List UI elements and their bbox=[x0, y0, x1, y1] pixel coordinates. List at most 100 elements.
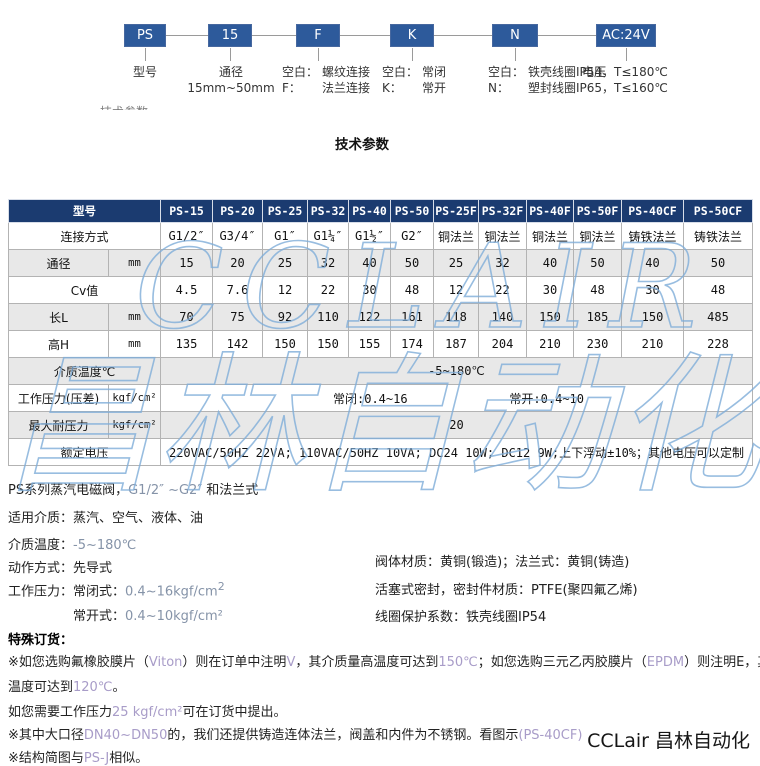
table-cell: 92 bbox=[262, 303, 308, 331]
table-cell: 常闭:0.4~16 常开:0.4~10 bbox=[160, 384, 753, 412]
spec-line: 线圈保护系数：铁壳线圈IP54 bbox=[375, 606, 546, 625]
table-cell: 长L bbox=[8, 303, 109, 331]
header-row: 型号 PS-15 PS-20 PS-25 PS-32 PS-40 PS-50 PS-25F PS… bbox=[8, 199, 753, 223]
legend-key: 空白： bbox=[282, 65, 319, 79]
table-cell: 50 bbox=[683, 249, 753, 277]
text-segment: PS-J bbox=[83, 751, 110, 766]
spec-line: 活塞式密封，密封件材质：PTFE(聚四氟乙烯) bbox=[375, 579, 638, 598]
table-cell: 连接方式 bbox=[8, 222, 161, 250]
legend-coil: 空白： 铁壳线圈IP54，T≤180℃ N： 塑封线圈IP65，T≤160℃ bbox=[488, 64, 668, 96]
header-cell: 型号 bbox=[8, 199, 161, 223]
text-segment: 可在订货中提出。 bbox=[182, 705, 287, 720]
table-cell: 210 bbox=[621, 330, 684, 358]
pressure-nc-value: 常闭:0.4~16 bbox=[333, 391, 408, 406]
code-box-size-label: 15 bbox=[221, 28, 239, 43]
table-row: 最大耐压力 kgf/cm² 20 bbox=[8, 411, 753, 439]
model-code-diagram: PS 15 F K N AC:24V 型号 通径 15mm~50mm 空白： 螺纹… bbox=[0, 0, 760, 160]
table-cell: 75 bbox=[212, 303, 263, 331]
text-segment: PS系列蒸汽电磁阀， bbox=[8, 483, 129, 498]
table-cell: 7.6 bbox=[212, 276, 263, 304]
table-cell: 485 bbox=[683, 303, 753, 331]
header-cell: PS-25 bbox=[262, 199, 308, 223]
legend-size: 通径 15mm~50mm bbox=[186, 64, 276, 96]
table-cell: 铸铁法兰 bbox=[621, 222, 684, 250]
text-segment: 0.4~16kgf/cm bbox=[125, 584, 218, 600]
legend-value: 常闭 bbox=[422, 65, 447, 79]
header-cell: PS-32 bbox=[307, 199, 349, 223]
connector-tick bbox=[412, 48, 413, 61]
text-segment: ，其介质量高温度可达到 bbox=[295, 655, 439, 670]
table-cell: 110 bbox=[307, 303, 349, 331]
code-box-coil-label: N bbox=[510, 28, 520, 43]
table-cell: 174 bbox=[390, 330, 434, 358]
spec-table-body: 连接方式 G1/2″ G3/4″ G1″ G1¼″ G1½″ G2″ 铜法兰 铜法兰 铜法兰 铜法兰… bbox=[8, 222, 753, 466]
connector-line bbox=[166, 35, 208, 36]
text-segment: 介质温度： bbox=[8, 538, 74, 553]
legend-model: 型号 bbox=[132, 65, 157, 79]
spec-line: 介质温度：-5~180℃ bbox=[8, 534, 136, 553]
text-segment: 相似。 bbox=[109, 751, 149, 766]
table-cell: mm bbox=[108, 249, 161, 277]
text-segment: 阀体材质：黄铜(锻造)；法兰式：黄铜(铸造) bbox=[375, 555, 630, 570]
table-cell: 50 bbox=[390, 249, 434, 277]
table-cell: 20 bbox=[212, 249, 263, 277]
code-box-coil: N bbox=[492, 24, 538, 47]
table-cell: 12 bbox=[262, 276, 308, 304]
spec-line: 适用介质：蒸汽、空气、液体、油 bbox=[8, 507, 203, 526]
text-segment: 和法兰式 bbox=[202, 483, 259, 498]
legend-key: N： bbox=[488, 81, 509, 95]
table-row: 连接方式 G1/2″ G3/4″ G1″ G1¼″ G1½″ G2″ 铜法兰 铜法兰 铜法兰 铜法兰… bbox=[8, 222, 753, 250]
connector-line bbox=[252, 35, 296, 36]
legend-value: 铁壳线圈IP54，T≤180℃ bbox=[528, 65, 668, 79]
table-cell: 30 bbox=[526, 276, 574, 304]
text-segment: ※结构简图与 bbox=[8, 751, 84, 766]
legend-connection: 空白： 螺纹连接 F： 法兰连接 bbox=[282, 64, 370, 96]
code-box-connection: F bbox=[296, 24, 340, 47]
spec-line: 动作方式：先导式 bbox=[8, 557, 112, 576]
table-cell: 155 bbox=[348, 330, 391, 358]
table-cell: 32 bbox=[478, 249, 527, 277]
table-row: 工作压力(压差) kgf/cm² 常闭:0.4~16 常开:0.4~10 bbox=[8, 384, 753, 412]
table-cell: 30 bbox=[348, 276, 391, 304]
header-cell: PS-15 bbox=[160, 199, 213, 223]
table-row: 高H mm 135 142 150 150 155 174 187 204 210 230 210 228 bbox=[8, 330, 753, 358]
header-cell: PS-50F bbox=[573, 199, 622, 223]
connector-tick bbox=[318, 48, 319, 61]
table-cell: mm bbox=[108, 330, 161, 358]
connector-tick bbox=[230, 48, 231, 61]
legend-value: 常开 bbox=[422, 81, 447, 95]
table-cell: 150 bbox=[621, 303, 684, 331]
table-cell: 122 bbox=[348, 303, 391, 331]
table-cell: 48 bbox=[683, 276, 753, 304]
text-segment: ※其中大口径 bbox=[8, 728, 84, 743]
table-cell: 额定电压 bbox=[8, 438, 161, 466]
table-cell: 228 bbox=[683, 330, 753, 358]
table-cell: 通径 bbox=[8, 249, 109, 277]
table-cell: 12 bbox=[433, 276, 479, 304]
table-cell: 230 bbox=[573, 330, 622, 358]
table-cell: 高H bbox=[8, 330, 109, 358]
table-cell: 142 bbox=[212, 330, 263, 358]
cropped-text-artifact: 技术参数 bbox=[100, 103, 210, 110]
connector-tick bbox=[145, 48, 146, 61]
header-cell: PS-50CF bbox=[683, 199, 753, 223]
text-segment: 的，我们还提供铸造连体法兰，阀盖和内件为不锈钢。看图示 bbox=[167, 728, 519, 743]
table-cell: 介质温度℃ bbox=[8, 357, 161, 385]
table-cell: 25 bbox=[262, 249, 308, 277]
code-box-series: PS bbox=[124, 24, 166, 47]
text-segment: Viton bbox=[148, 655, 183, 670]
table-cell: G3/4″ bbox=[212, 222, 263, 250]
code-box-state-label: K bbox=[407, 28, 417, 43]
table-cell: 150 bbox=[262, 330, 308, 358]
table-cell: 铜法兰 bbox=[526, 222, 574, 250]
table-row: 通径 mm 15 20 25 32 40 50 25 32 40 50 40 50 bbox=[8, 249, 753, 277]
table-cell: 20 bbox=[160, 411, 753, 439]
spec-line: 阀体材质：黄铜(锻造)；法兰式：黄铜(铸造) bbox=[375, 551, 629, 570]
legend-key: 空白： bbox=[382, 65, 419, 79]
table-cell: G1/2″ bbox=[160, 222, 213, 250]
code-box-state: K bbox=[390, 24, 434, 47]
header-cell: PS-25F bbox=[433, 199, 479, 223]
table-cell: 最大耐压力 bbox=[8, 411, 109, 439]
text-segment: ）则注明E，其介质最高 bbox=[684, 655, 760, 670]
header-cell: PS-40CF bbox=[621, 199, 684, 223]
